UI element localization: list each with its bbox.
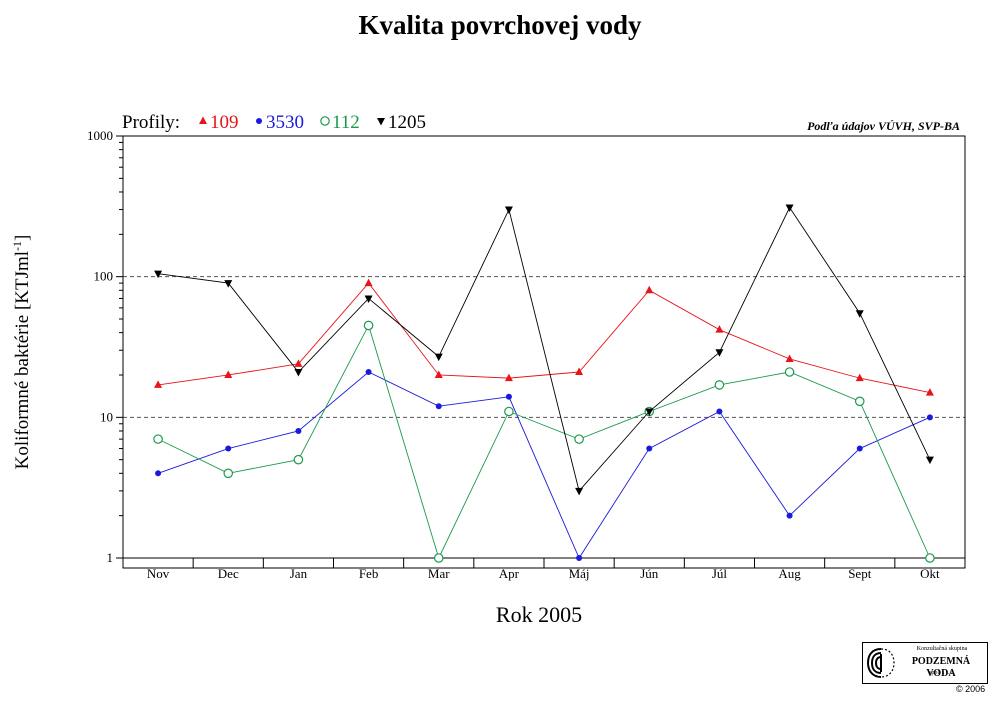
data-point-1205 [855, 310, 864, 318]
data-point-112 [293, 454, 304, 465]
data-point-3530 [295, 427, 302, 434]
x-axis-label: Rok 2005 [496, 602, 582, 627]
series-line-1205 [158, 206, 931, 492]
x-tick-label: Máj [569, 566, 590, 581]
y-axis-label-sup: -1 [10, 241, 24, 251]
data-point-109 [575, 367, 584, 376]
data-point-3530 [926, 414, 933, 421]
legend-label-112: 112 [332, 112, 360, 133]
legend-marker-1205 [377, 118, 385, 126]
data-point-1205 [645, 408, 654, 417]
x-tick-label: Apr [499, 566, 520, 581]
copyright-notice: © 2006 [956, 684, 986, 694]
legend: Profily: 109 3530 112 1205 [122, 112, 426, 133]
data-point-3530 [786, 512, 793, 519]
x-tick-label: Dec [218, 566, 239, 581]
series-line-109 [158, 282, 931, 394]
x-tick-label: Feb [359, 566, 379, 581]
series-3530 [155, 369, 933, 561]
logo-line-1: Konzultačná skupina [916, 646, 968, 652]
legend-marker-112 [320, 116, 330, 126]
data-point-3530 [576, 555, 583, 561]
data-point-109 [434, 370, 443, 378]
legend-title: Profily: [122, 112, 180, 133]
data-point-112 [363, 320, 374, 331]
data-point-3530 [225, 445, 232, 452]
source-note: Podľa údajov VÚVH, SVP-BA [807, 119, 960, 133]
data-point-112 [714, 380, 725, 390]
logo-mark-icon [866, 648, 895, 678]
data-point-112 [223, 468, 234, 479]
data-point-3530 [505, 393, 512, 400]
y-axis-label-close: ] [12, 235, 33, 241]
y-axis-label: Koliformné baktérie [KTJml-1] [10, 235, 33, 470]
x-tick-label: Aug [778, 566, 801, 581]
data-point-1205 [294, 369, 303, 377]
data-point-109 [855, 373, 864, 382]
data-point-112 [925, 553, 935, 563]
series-line-112 [157, 324, 931, 560]
x-tick-label: Sept [848, 566, 872, 581]
chart-title: Kvalita povrchovej vody [358, 10, 642, 40]
y-tick-label: 10 [100, 409, 113, 424]
logo-line-3: spol. s r. o. [928, 670, 955, 676]
x-tick-label: Mar [428, 566, 450, 581]
data-point-3530 [646, 445, 653, 452]
data-point-109 [224, 370, 233, 378]
series-line-3530 [157, 371, 931, 559]
series-1205 [154, 204, 934, 496]
data-point-112 [504, 406, 514, 417]
data-point-3530 [365, 369, 372, 376]
data-point-1205 [575, 487, 584, 496]
x-tick-label: Nov [147, 566, 170, 581]
y-tick-label: 1 [107, 550, 114, 565]
y-axis-label-main: Koliformné baktérie [KTJml [12, 251, 33, 469]
data-point-109 [294, 359, 303, 367]
x-tick-label: Júl [712, 566, 728, 581]
series-109 [154, 278, 934, 396]
legend-item-1205: 1205 [377, 112, 426, 133]
data-point-112 [854, 396, 865, 407]
data-point-109 [785, 354, 794, 362]
y-tick-label: 100 [94, 269, 114, 284]
data-point-109 [645, 285, 654, 294]
legend-label-3530: 3530 [266, 112, 304, 133]
data-point-3530 [856, 445, 863, 452]
logo-line-2: PODZEMNÁ VODA [911, 656, 971, 679]
data-point-109 [504, 373, 513, 382]
data-point-109 [925, 388, 934, 396]
data-point-109 [364, 278, 373, 287]
data-point-1205 [504, 206, 513, 215]
data-point-112 [574, 434, 584, 444]
legend-label-1205: 1205 [388, 112, 426, 133]
x-tick-label: Jún [640, 566, 659, 581]
legend-label-109: 109 [210, 112, 239, 133]
data-point-1205 [154, 270, 163, 279]
company-logo: Konzultačná skupina PODZEMNÁ VODA spol. … [862, 642, 988, 684]
legend-item-3530: 3530 [256, 112, 304, 133]
y-tick-label: 1000 [87, 128, 113, 143]
data-point-1205 [925, 456, 934, 465]
data-point-112 [433, 553, 444, 563]
data-point-1205 [224, 280, 233, 288]
legend-marker-109 [199, 116, 207, 124]
legend-item-112: 112 [320, 112, 360, 133]
legend-item-109: 109 [199, 112, 239, 133]
x-tick-label: Jan [290, 566, 308, 581]
data-point-1205 [715, 349, 724, 357]
data-point-109 [154, 380, 163, 388]
data-point-112 [784, 367, 795, 377]
data-point-1205 [364, 295, 373, 303]
data-point-112 [153, 434, 163, 444]
data-point-109 [715, 325, 724, 333]
data-point-1205 [434, 353, 443, 362]
data-point-3530 [155, 470, 162, 477]
series-112 [153, 320, 935, 563]
data-point-3530 [435, 403, 442, 410]
legend-marker-3530 [256, 118, 262, 124]
data-point-1205 [785, 204, 794, 213]
data-point-3530 [716, 408, 723, 415]
x-tick-label: Okt [920, 566, 940, 581]
